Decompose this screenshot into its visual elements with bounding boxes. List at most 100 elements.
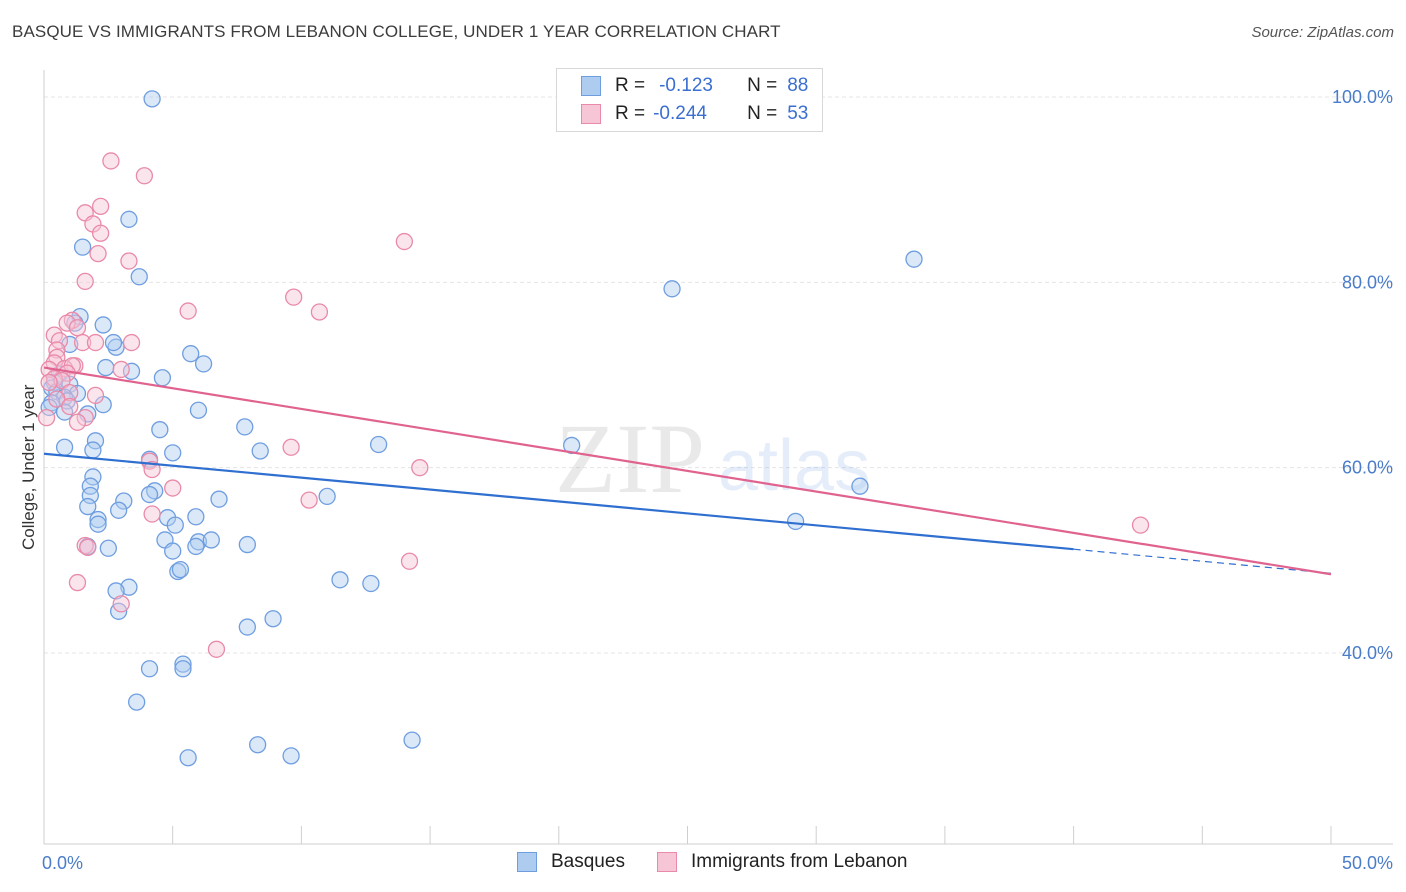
basques-point	[403, 731, 421, 749]
lebanon-point	[164, 479, 182, 497]
trend-lines	[43, 366, 1332, 576]
basques-point	[238, 618, 256, 636]
basques-point	[107, 338, 125, 356]
basques-point	[128, 693, 146, 711]
lebanon-point	[135, 167, 154, 185]
gridlines	[44, 96, 1393, 654]
r-value: -0.244	[653, 103, 707, 124]
lebanon-point	[40, 373, 58, 392]
watermark-zip: ZIP	[555, 403, 705, 514]
lebanon-legend-swatch	[657, 852, 677, 872]
source-label: Source: ZipAtlas.com	[1251, 24, 1394, 41]
basques-point	[369, 435, 388, 454]
basques-point	[140, 485, 159, 504]
basques-point	[851, 477, 869, 495]
lebanon-point	[310, 303, 329, 321]
lebanon-point	[58, 314, 76, 332]
r-label: R =	[615, 103, 646, 124]
basques-point	[97, 358, 115, 377]
lebanon-point	[37, 408, 56, 427]
y-tick-label: 100.0%	[1332, 87, 1393, 107]
basques-swatch	[581, 76, 601, 96]
chart-title: BASQUE VS IMMIGRANTS FROM LEBANON COLLEG…	[12, 22, 781, 41]
lebanon-points	[37, 152, 1150, 658]
basques-point	[81, 477, 99, 495]
lebanon-point	[102, 152, 120, 170]
basques-point	[362, 574, 380, 593]
basques-point	[55, 438, 74, 456]
lebanon-point	[61, 397, 79, 416]
lebanon-point	[300, 491, 318, 509]
basques-point	[153, 369, 172, 387]
basques-point	[166, 516, 184, 534]
basques-point	[73, 238, 92, 256]
lebanon-point	[120, 252, 138, 270]
basques-point	[248, 736, 267, 754]
basques-point	[79, 497, 97, 516]
basques-point	[194, 355, 213, 373]
basques-point	[786, 512, 805, 531]
n-value: 53	[787, 103, 809, 124]
basques-point	[171, 560, 190, 579]
basques-point	[318, 487, 336, 506]
basques-point	[140, 660, 159, 678]
n-label: N =	[747, 103, 778, 124]
basques-point	[174, 660, 192, 678]
legend-row-lebanon: R = -0.244 N = 53	[581, 101, 808, 127]
basques-point	[81, 486, 99, 505]
r-label: R =	[615, 75, 646, 96]
series-legend: Basques Immigrants from Lebanon	[0, 851, 1406, 879]
basques-points	[40, 90, 923, 767]
basques-point	[282, 747, 300, 765]
basques-point	[251, 442, 269, 460]
basques-point	[563, 436, 581, 455]
tick-labels: 40.0% 60.0% 80.0% 100.0% 0.0% 50.0%	[42, 87, 1393, 873]
lebanon-point	[282, 438, 300, 456]
basques-point	[109, 501, 128, 519]
lebanon-point	[143, 460, 161, 479]
lebanon-point	[179, 302, 197, 320]
basques-point	[143, 90, 161, 108]
legend-item-lebanon[interactable]: Immigrants from Lebanon	[657, 851, 908, 873]
basques-point	[89, 515, 107, 533]
r-value: -0.123	[659, 75, 713, 96]
basques-legend-label: Basques	[551, 851, 625, 872]
n-value: 88	[787, 75, 809, 96]
basques-point	[663, 280, 681, 298]
y-axis-label: College, Under 1 year	[19, 384, 38, 550]
lebanon-point	[86, 333, 105, 352]
lebanon-point	[395, 232, 414, 251]
basques-point	[104, 333, 123, 352]
basques-trend-line	[43, 452, 1074, 551]
lebanon-point	[68, 319, 87, 337]
basques-point	[164, 542, 182, 560]
lebanon-point	[53, 371, 71, 390]
basques-point	[210, 490, 228, 508]
lebanon-point	[1131, 516, 1150, 534]
x-tick-label: 50.0%	[1342, 853, 1393, 873]
legend-item-basques[interactable]: Basques	[517, 851, 625, 873]
basques-legend-swatch	[517, 852, 537, 872]
lebanon-point	[143, 505, 161, 523]
axes	[43, 70, 1393, 845]
lebanon-point	[68, 573, 87, 592]
legend-row-basques: R = -0.123 N = 88	[581, 73, 808, 99]
lebanon-point	[73, 333, 92, 352]
basques-point	[115, 492, 133, 510]
basques-point	[179, 749, 197, 767]
lebanon-point	[91, 224, 110, 242]
lebanon-legend-label: Immigrants from Lebanon	[691, 851, 908, 872]
basques-point	[182, 345, 200, 363]
basques-point	[99, 539, 117, 557]
basques-point	[130, 268, 148, 286]
lebanon-point	[89, 244, 107, 263]
x-tick-label: 0.0%	[42, 853, 83, 873]
y-tick-label: 60.0%	[1342, 458, 1393, 478]
lebanon-swatch	[581, 104, 601, 124]
basques-point	[169, 562, 187, 581]
basques-point	[189, 533, 208, 551]
basques-point	[189, 401, 208, 419]
lebanon-point	[48, 390, 66, 408]
basques-point	[94, 316, 112, 334]
basques-point	[187, 508, 205, 526]
